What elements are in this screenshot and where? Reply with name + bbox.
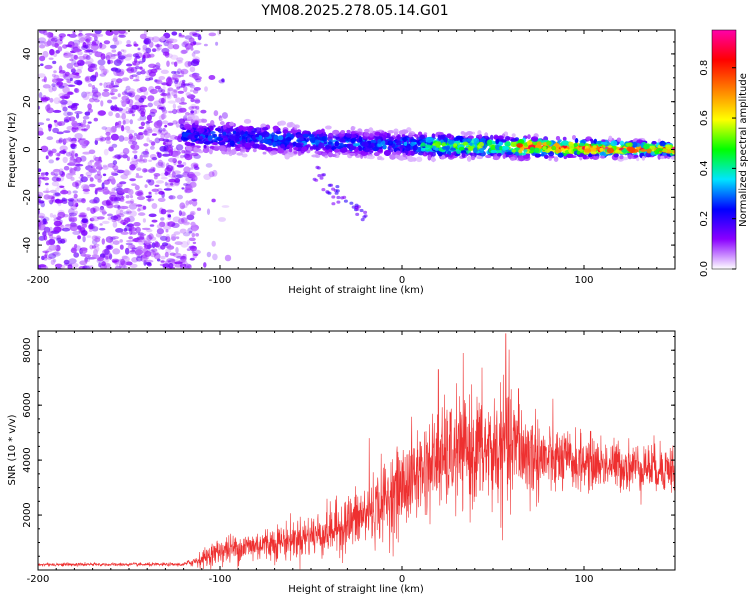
spectrogram-heatmap — [38, 30, 675, 269]
x-tick-label: -100 — [209, 574, 232, 585]
y-tick-label: 4000 — [22, 447, 33, 472]
x-tick-label: 100 — [574, 574, 593, 585]
figure-title: YM08.2025.278.05.14.G01 — [260, 3, 448, 19]
snr-x-axis-label: Height of straight line (km) — [288, 584, 424, 595]
colorbar-frame — [711, 29, 737, 270]
spectrogram-y-axis-label: Frequency (Hz) — [7, 112, 18, 188]
spectrogram-y-axis: -40 -20 0 20 40 — [22, 29, 675, 270]
colorbar-ticks: 0.0 0.2 0.4 0.6 0.8 — [699, 60, 736, 277]
snr-panel: -200 -100 0 100 2000 4000 6000 8000 Height of … — [7, 330, 676, 595]
spectrogram-x-axis-label: Height of straight line (km) — [288, 285, 424, 296]
y-tick-label: -40 — [22, 237, 33, 253]
snr-x-axis: -200 -100 0 100 — [27, 331, 676, 585]
colorbar-gradient — [712, 30, 736, 269]
y-tick-label: -20 — [22, 189, 33, 205]
y-tick-label: 2000 — [22, 502, 33, 527]
x-tick-label: -200 — [27, 574, 50, 585]
colorbar-tick-label: 0.2 — [699, 211, 710, 227]
colorbar: 0.0 0.2 0.4 0.6 0.8 Normalized spectral ampl… — [699, 29, 749, 277]
y-tick-label: 6000 — [22, 392, 33, 417]
spectrogram-x-axis: -200 -100 0 100 — [27, 30, 676, 286]
colorbar-tick-label: 0.6 — [699, 110, 710, 126]
snr-frame — [37, 330, 676, 571]
snr-y-axis-label: SNR (10 * v/v) — [7, 414, 18, 485]
x-tick-label: -200 — [27, 275, 50, 286]
colorbar-tick-label: 0.4 — [699, 160, 710, 176]
y-tick-label: 40 — [22, 48, 33, 61]
x-tick-label: 100 — [574, 275, 593, 286]
snr-y-axis: 2000 4000 6000 8000 — [22, 335, 675, 571]
colorbar-tick-label: 0.8 — [699, 60, 710, 76]
y-tick-label: 20 — [22, 95, 33, 108]
y-tick-label: 8000 — [22, 338, 33, 363]
x-tick-label: 0 — [399, 275, 405, 286]
x-tick-label: -100 — [209, 275, 232, 286]
y-tick-label: 0 — [22, 146, 33, 152]
snr-series-line — [38, 333, 675, 570]
colorbar-label: Normalized spectral amplitude — [738, 73, 749, 227]
x-tick-label: 0 — [399, 574, 405, 585]
colorbar-tick-label: 0.0 — [699, 261, 710, 277]
